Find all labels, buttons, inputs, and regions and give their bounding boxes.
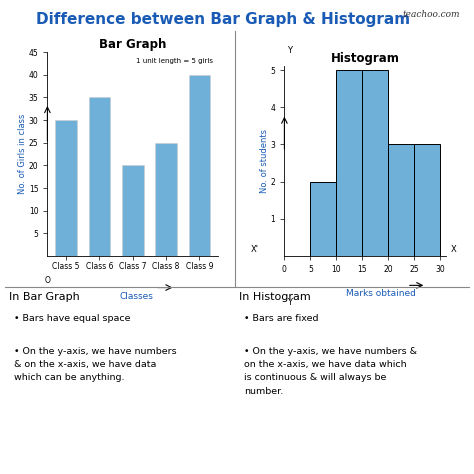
Text: teachoo.com: teachoo.com	[402, 10, 460, 19]
Text: Difference between Bar Graph & Histogram: Difference between Bar Graph & Histogram	[36, 12, 410, 27]
Title: Bar Graph: Bar Graph	[99, 38, 166, 51]
Text: Y: Y	[287, 46, 292, 55]
Bar	[89, 98, 110, 256]
Y-axis label: No. of Girls in class: No. of Girls in class	[18, 114, 27, 194]
Y-axis label: No. of students: No. of students	[260, 129, 269, 193]
Bar	[155, 143, 177, 256]
Bar	[310, 182, 337, 256]
Bar	[122, 165, 144, 256]
Text: In Histogram: In Histogram	[239, 292, 311, 301]
Text: X: X	[450, 245, 456, 254]
Title: Histogram: Histogram	[330, 52, 400, 65]
Text: • On the y-axis, we have numbers &
on the x-axis, we have data which
is continuo: • On the y-axis, we have numbers & on th…	[244, 347, 417, 396]
Text: • Bars have equal space: • Bars have equal space	[14, 314, 131, 323]
Bar	[363, 70, 388, 256]
Text: Marks obtained: Marks obtained	[346, 289, 416, 298]
Text: 1 unit length = 5 girls: 1 unit length = 5 girls	[136, 58, 213, 64]
Bar	[55, 120, 77, 256]
Text: • On the y-axis, we have numbers
& on the x-axis, we have data
which can be anyt: • On the y-axis, we have numbers & on th…	[14, 347, 177, 383]
Text: Y: Y	[287, 298, 292, 307]
Text: Classes: Classes	[119, 292, 153, 301]
Text: In Bar Graph: In Bar Graph	[9, 292, 80, 301]
Bar	[414, 145, 440, 256]
Text: • Bars are fixed: • Bars are fixed	[244, 314, 319, 323]
Text: X': X'	[251, 245, 259, 254]
Bar	[337, 70, 363, 256]
Text: O: O	[45, 276, 51, 285]
Bar	[189, 75, 210, 256]
Bar	[388, 145, 414, 256]
